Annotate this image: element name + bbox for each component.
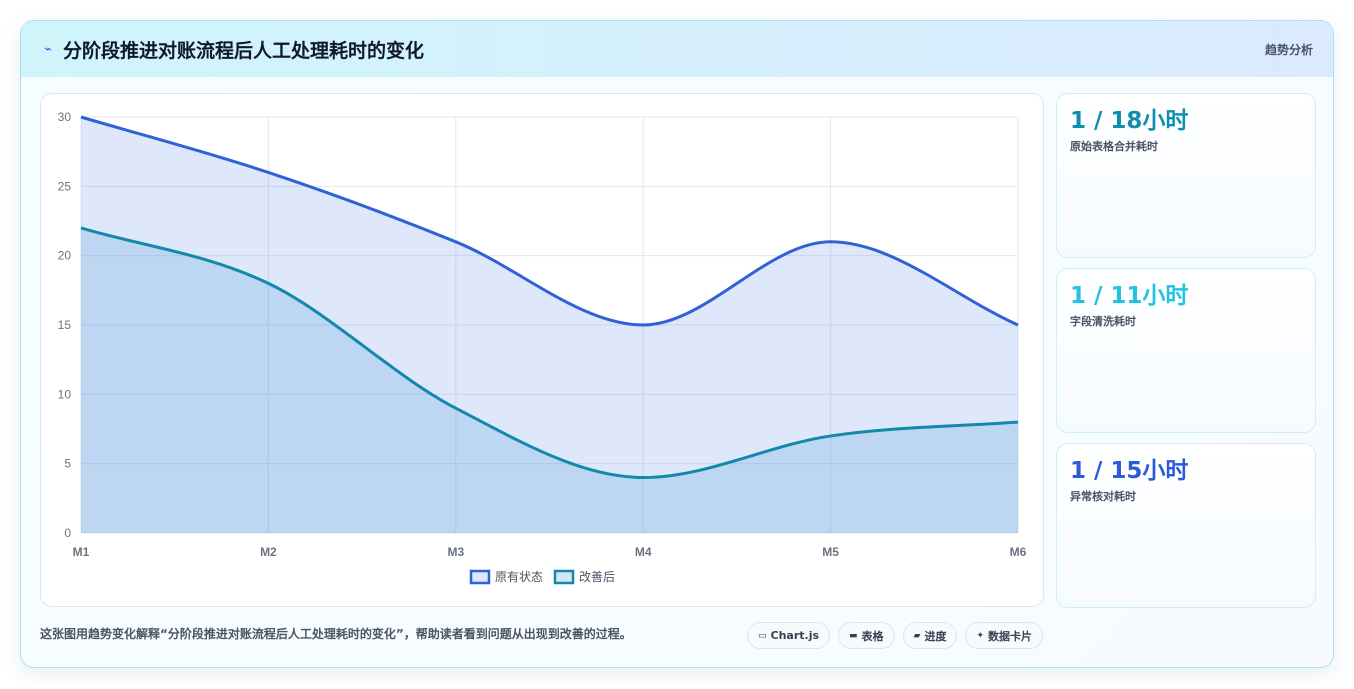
chip-data-card[interactable]: ✦ 数据卡片 xyxy=(965,622,1044,649)
chart-panel: 0 5 10 15 20 25 30 M1 M2 M3 M4 M5 M6 原有状态 改善后 xyxy=(40,93,1044,607)
stat-label: 字段清洗耗时 xyxy=(1070,315,1136,328)
stat-value: 1 / 15小时 xyxy=(1070,458,1189,484)
page-title: 分阶段推进对账流程后人工处理耗时的变化 xyxy=(63,39,425,62)
trend-analysis-label: 趋势分析 xyxy=(1264,42,1313,57)
y-tick-label: 25 xyxy=(58,179,72,193)
tag-chips: ▭ Chart.js ▬ 表格 ▰ 进度 ✦ 数据卡片 xyxy=(747,622,1044,649)
stat-card-exception: 1 / 15小时 异常核对耗时 xyxy=(1056,443,1316,608)
y-tick-label: 15 xyxy=(58,318,72,332)
x-tick-label: M4 xyxy=(635,545,652,559)
stat-card-cleaning: 1 / 11小时 字段清洗耗时 xyxy=(1056,268,1316,433)
series-line-2 xyxy=(80,226,1019,480)
x-tick-label: M5 xyxy=(822,545,839,559)
stat-card-merge: 1 / 18小时 原始表格合并耗时 xyxy=(1056,93,1316,258)
sparkline-icon: ⌁ xyxy=(44,41,52,57)
area-chart: 0 5 10 15 20 25 30 M1 M2 M3 M4 M5 M6 原有状态 改善后 xyxy=(58,110,1027,585)
table-icon: ▬ xyxy=(849,630,858,641)
chip-label: 进度 xyxy=(924,629,947,643)
chip-label: 数据卡片 xyxy=(988,629,1033,643)
sparkle-icon: ✦ xyxy=(976,630,985,641)
chip-chartjs[interactable]: ▭ Chart.js xyxy=(747,622,831,649)
series-line-1 xyxy=(80,115,1019,327)
x-tick-label: M6 xyxy=(1010,545,1027,559)
x-tick-label: M2 xyxy=(260,545,277,559)
stat-label: 异常核对耗时 xyxy=(1070,490,1136,503)
y-tick-label: 30 xyxy=(58,110,72,124)
stat-value: 1 / 11小时 xyxy=(1070,283,1189,309)
x-tick-label: M1 xyxy=(73,545,90,559)
legend-swatch xyxy=(469,569,491,585)
y-tick-label: 0 xyxy=(64,526,71,540)
chip-progress[interactable]: ▰ 进度 xyxy=(902,622,958,649)
y-tick-label: 20 xyxy=(58,249,72,263)
chip-label: 表格 xyxy=(861,629,884,643)
progress-icon: ▰ xyxy=(913,630,921,641)
legend-label: 改善后 xyxy=(579,569,615,584)
card-header: ⌁ 分阶段推进对账流程后人工处理耗时的变化 趋势分析 xyxy=(21,21,1333,77)
x-tick-label: M3 xyxy=(447,545,464,559)
window-icon: ▭ xyxy=(758,630,767,641)
stat-value: 1 / 18小时 xyxy=(1070,108,1189,134)
y-tick-label: 10 xyxy=(58,387,72,401)
y-tick-label: 5 xyxy=(64,457,71,471)
chart-card: ⌁ 分阶段推进对账流程后人工处理耗时的变化 趋势分析 0 5 10 15 20 25 30 M… xyxy=(20,20,1334,668)
legend-label: 原有状态 xyxy=(495,570,543,584)
chart-description: 这张图用趋势变化解释“分阶段推进对账流程后人工处理耗时的变化”，帮助读者看到问题… xyxy=(40,627,632,641)
stat-label: 原始表格合并耗时 xyxy=(1070,140,1158,153)
chip-table[interactable]: ▬ 表格 xyxy=(838,622,895,649)
series-area-2 xyxy=(81,227,1018,533)
series-area-1 xyxy=(81,117,1018,533)
title-group: ⌁ 分阶段推进对账流程后人工处理耗时的变化 xyxy=(41,36,424,63)
chip-label: Chart.js xyxy=(770,629,820,642)
legend-swatch xyxy=(553,569,575,585)
